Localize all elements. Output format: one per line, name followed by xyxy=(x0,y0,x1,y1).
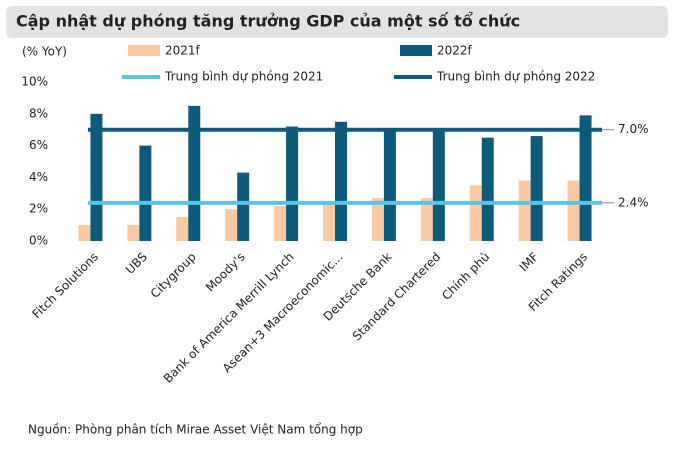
y-tick-label: 10% xyxy=(21,75,48,89)
title-bar xyxy=(6,6,668,38)
y-tick-label: 8% xyxy=(29,106,48,120)
bar xyxy=(432,129,445,241)
bar xyxy=(371,198,384,241)
bar xyxy=(518,180,531,241)
bar xyxy=(237,172,250,241)
bar xyxy=(323,201,335,241)
bar xyxy=(176,217,189,241)
bar xyxy=(127,225,140,241)
y-tick-label: 6% xyxy=(29,138,48,152)
legend-label: 2021f xyxy=(165,44,201,58)
bar xyxy=(335,121,347,241)
x-tick-label: UBS xyxy=(123,250,150,277)
source: Nguồn: Phòng phân tích Mirae Asset Việt … xyxy=(28,423,363,437)
legend-swatch xyxy=(400,45,432,56)
average-label: 7.0% xyxy=(618,122,649,136)
bar xyxy=(90,113,103,241)
bar xyxy=(286,126,299,241)
bar xyxy=(225,209,238,241)
bar xyxy=(274,206,287,241)
y-tick-label: 2% xyxy=(29,202,48,216)
x-tick-label: Citygroup xyxy=(148,250,199,301)
bar xyxy=(530,136,543,241)
bar xyxy=(567,180,580,241)
bar xyxy=(579,115,592,241)
x-tick-label: Moody's xyxy=(203,250,248,295)
bar xyxy=(78,225,91,241)
average-label: 2.4% xyxy=(618,195,649,209)
bar xyxy=(420,198,433,241)
legend-label: 2022f xyxy=(437,44,473,58)
x-tick-label: Fitch Solutions xyxy=(29,250,101,322)
bar xyxy=(188,105,201,241)
x-tick-label: IMF xyxy=(517,250,542,275)
bar xyxy=(383,129,396,241)
bar xyxy=(139,145,152,241)
legend-label: Trung bình dự phóng 2022 xyxy=(436,70,595,84)
legend-swatch xyxy=(128,45,160,56)
y-tick-label: 0% xyxy=(29,234,48,248)
chart-title: Cập nhật dự phóng tăng trưởng GDP của mộ… xyxy=(16,12,520,31)
bar xyxy=(469,185,482,241)
x-tick-label: Standard Chartered xyxy=(350,250,444,344)
y-axis-label: (% YoY) xyxy=(22,45,67,59)
legend-label: Trung bình dự phóng 2021 xyxy=(164,70,323,84)
y-tick-label: 4% xyxy=(29,170,48,184)
x-tick-label: Chính phủ xyxy=(439,250,492,303)
bar xyxy=(481,137,494,241)
